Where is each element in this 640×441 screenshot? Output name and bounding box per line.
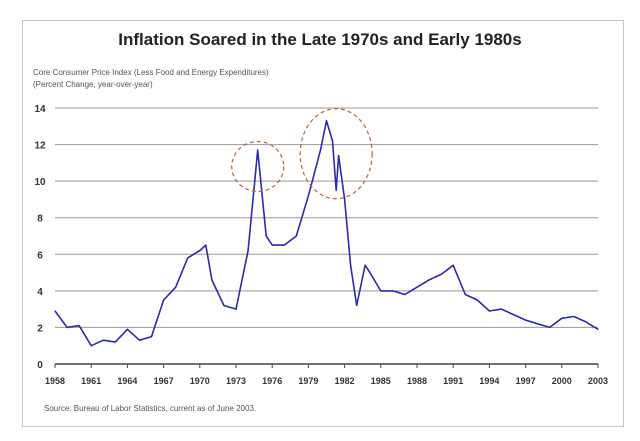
data-point: [356, 304, 358, 307]
data-point: [525, 319, 527, 321]
x-tick-label: 1982: [335, 376, 355, 386]
data-point: [488, 310, 490, 312]
data-point: [283, 244, 285, 246]
data-point: [90, 345, 92, 347]
data-point: [597, 328, 599, 330]
data-point: [537, 323, 539, 325]
data-point: [163, 299, 165, 301]
data-point: [199, 250, 201, 252]
highlight-circle-1980-82: [299, 108, 373, 200]
data-point: [66, 326, 68, 329]
x-tick-label: 1979: [298, 376, 318, 386]
data-point: [205, 244, 207, 246]
x-tick-label: 2003: [588, 376, 608, 386]
chart-source: Source: Bureau of Labor Statistics, curr…: [44, 404, 257, 413]
y-tick-label: 14: [34, 104, 46, 115]
data-point: [392, 290, 394, 292]
y-tick-label: 6: [37, 250, 43, 261]
data-point: [223, 304, 225, 307]
data-point: [404, 293, 406, 296]
data-point: [307, 195, 309, 197]
y-tick-label: 12: [34, 141, 46, 152]
data-point: [380, 290, 382, 292]
data-point: [512, 314, 515, 316]
x-tick-label: 1997: [516, 376, 536, 386]
x-tick-label: 2000: [552, 376, 572, 386]
highlight-circle-1975: [231, 140, 285, 193]
y-tick-label: 10: [34, 177, 46, 188]
x-tick-label: 1973: [226, 376, 246, 386]
y-tick-label: 4: [37, 287, 43, 298]
data-point: [440, 273, 442, 275]
data-point: [138, 339, 141, 341]
data-point: [344, 198, 346, 201]
data-point: [337, 154, 340, 157]
data-point: [211, 279, 213, 281]
data-point: [476, 299, 478, 301]
data-point: [150, 335, 153, 338]
data-point: [257, 149, 259, 151]
data-point: [319, 149, 322, 151]
x-tick-label: 1985: [371, 376, 391, 386]
data-point: [350, 264, 352, 266]
data-point: [265, 235, 267, 237]
data-point: [325, 120, 328, 122]
data-point: [335, 189, 337, 191]
chart-title: Inflation Soared in the Late 1970s and E…: [118, 30, 522, 49]
data-point: [549, 326, 551, 329]
x-tick-label: 1970: [190, 376, 210, 386]
data-point: [126, 328, 128, 330]
x-tick-label: 1976: [262, 376, 282, 386]
y-tick-label: 2: [37, 323, 43, 334]
x-tick-label: 1991: [443, 376, 463, 386]
data-point: [331, 140, 334, 142]
data-point: [114, 341, 116, 343]
x-tick-label: 1961: [81, 376, 101, 386]
chart-subtitle-units: (Percent Change, year-over-year): [33, 80, 153, 89]
x-tick-label: 1988: [407, 376, 427, 386]
data-point: [235, 308, 237, 310]
data-point: [464, 293, 466, 296]
chart-frame: [22, 20, 624, 427]
data-point: [364, 264, 366, 266]
data-point: [416, 286, 418, 288]
y-tick-label: 0: [37, 360, 43, 371]
inflation-series-line: [54, 120, 599, 347]
data-point: [102, 339, 104, 341]
data-point: [271, 244, 273, 246]
data-point: [175, 286, 177, 288]
data-point: [573, 315, 575, 318]
data-point: [78, 325, 80, 327]
y-tick-label: 8: [37, 214, 43, 225]
data-point: [452, 264, 454, 266]
data-point: [561, 317, 563, 319]
x-tick-label: 1964: [117, 376, 137, 386]
data-point: [500, 308, 503, 310]
data-point: [247, 250, 249, 252]
x-tick-label: 1967: [154, 376, 174, 386]
data-point: [428, 279, 430, 281]
data-point: [54, 310, 56, 312]
data-point: [585, 321, 587, 323]
chart-subtitle: Core Consumer Price Index (Less Food and…: [33, 68, 269, 77]
data-point: [295, 235, 297, 237]
x-tick-label: 1994: [479, 376, 499, 386]
data-point: [187, 257, 189, 259]
data-point: [368, 270, 370, 272]
x-tick-label: 1958: [45, 376, 65, 386]
